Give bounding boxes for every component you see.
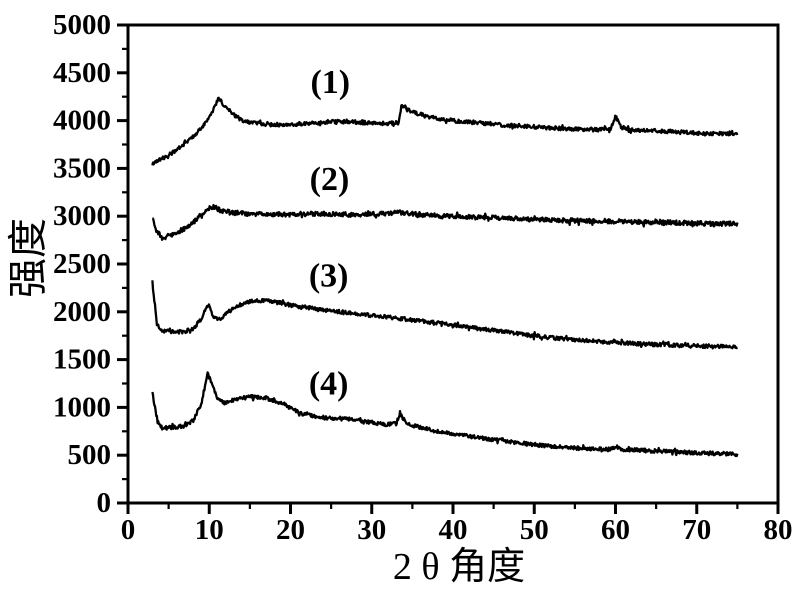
curve-2-line <box>151 203 739 241</box>
curve-1-line <box>151 96 739 166</box>
y-tick-label: 5000 <box>53 9 111 41</box>
y-axis-title: 强度 <box>6 218 51 298</box>
curve-1-annotation: (1) <box>310 64 350 101</box>
y-tick-label: 2000 <box>53 296 111 328</box>
y-tick-label: 3000 <box>53 200 111 232</box>
curve-4-annotation: (4) <box>309 365 349 402</box>
x-tick-label: 50 <box>520 514 549 546</box>
y-tick-label: 1000 <box>53 391 111 423</box>
y-tick-label: 4000 <box>53 105 111 137</box>
y-tick-label: 2500 <box>53 248 111 280</box>
x-tick-label: 10 <box>195 514 224 546</box>
x-tick-label: 20 <box>276 514 305 546</box>
curve-2-annotation: (2) <box>310 161 350 198</box>
x-tick-label: 80 <box>764 514 793 546</box>
y-tick-label: 1500 <box>53 344 111 376</box>
x-tick-label: 40 <box>439 514 468 546</box>
x-tick-label: 0 <box>121 514 136 546</box>
x-tick-label: 60 <box>601 514 630 546</box>
x-axis-title: 2 θ 角度 <box>393 546 525 588</box>
x-tick-label: 70 <box>682 514 711 546</box>
x-tick-label: 30 <box>357 514 386 546</box>
curve-4-line <box>151 371 739 458</box>
curve-3-annotation: (3) <box>309 257 349 294</box>
y-tick-label: 0 <box>97 487 112 519</box>
y-tick-label: 3500 <box>53 152 111 184</box>
y-tick-label: 500 <box>68 439 112 471</box>
curve-3-line <box>151 280 738 350</box>
y-tick-label: 4500 <box>53 57 111 89</box>
